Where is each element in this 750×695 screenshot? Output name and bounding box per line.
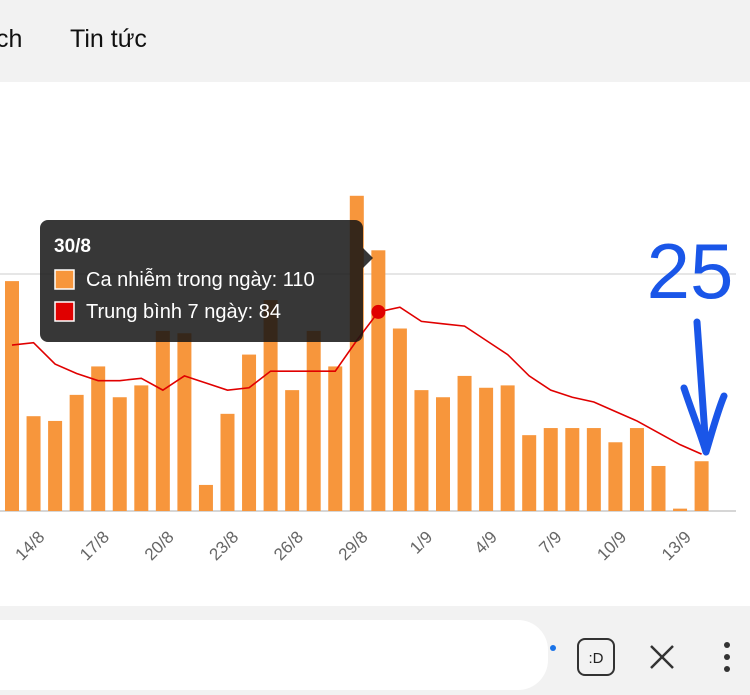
bar	[457, 375, 472, 511]
bar	[285, 390, 300, 511]
close-icon[interactable]	[650, 645, 674, 669]
bar	[392, 328, 407, 511]
tooltip-swatch	[54, 301, 75, 322]
bar	[328, 366, 343, 511]
tooltip-line: Trung bình 7 ngày: 84	[86, 301, 281, 323]
x-tick-label: 14/8	[12, 527, 49, 564]
bar	[242, 354, 257, 511]
bar	[155, 330, 170, 511]
bar	[694, 461, 709, 511]
bar	[608, 442, 623, 511]
bar	[48, 420, 63, 511]
tooltip-line: Ca nhiễm trong ngày: 110	[86, 268, 315, 291]
bar	[134, 385, 149, 511]
nav-bar	[0, 0, 750, 82]
bar	[543, 428, 558, 511]
nav-item[interactable]: Tin tức	[70, 25, 147, 53]
plot: 14/8 17/8 20/8 23/8 26/8 29/8 1/9 4/9 7/9 10/9 13/…	[0, 195, 736, 564]
bar	[479, 387, 494, 511]
x-tick-label: 1/9	[406, 527, 436, 557]
nav-item[interactable]: ch	[0, 25, 22, 53]
indicator-dot	[550, 645, 556, 651]
bar	[91, 366, 106, 511]
x-tick-label: 13/9	[658, 527, 695, 564]
bar	[673, 508, 688, 511]
bar	[500, 385, 515, 511]
x-tick-label: 17/8	[76, 527, 113, 564]
bar	[112, 397, 127, 511]
bar	[565, 428, 580, 511]
bar	[629, 428, 644, 511]
bar	[263, 300, 278, 511]
x-tick-label: 26/8	[270, 527, 307, 564]
menu-icon[interactable]	[724, 642, 730, 672]
bar	[69, 394, 84, 511]
highlight-point	[371, 304, 386, 319]
bar	[177, 333, 192, 511]
bar	[371, 250, 386, 512]
bar	[586, 428, 601, 511]
bar	[198, 484, 213, 511]
bar	[220, 413, 235, 511]
bar	[651, 465, 666, 511]
bar	[522, 435, 537, 511]
bar	[5, 281, 19, 511]
url-field[interactable]	[0, 620, 548, 690]
x-tick-label: 23/8	[205, 527, 242, 564]
tooltip-box	[40, 220, 373, 342]
bar	[306, 330, 321, 511]
tab-label: :D	[589, 650, 604, 667]
x-tick-label: 29/8	[335, 527, 372, 564]
bar	[26, 416, 41, 511]
annotation-arrow	[680, 318, 728, 456]
x-tick-label: 20/8	[141, 527, 178, 564]
tab-button[interactable]	[577, 638, 615, 676]
tooltip-title: 30/8	[54, 236, 91, 257]
tooltip-swatch	[54, 269, 75, 290]
x-tick-label: 7/9	[535, 527, 565, 557]
annotation: 25	[647, 227, 734, 315]
x-tick-label: 4/9	[471, 527, 501, 557]
bar	[436, 397, 450, 511]
bar	[414, 390, 429, 511]
x-tick-label: 10/9	[593, 527, 630, 564]
